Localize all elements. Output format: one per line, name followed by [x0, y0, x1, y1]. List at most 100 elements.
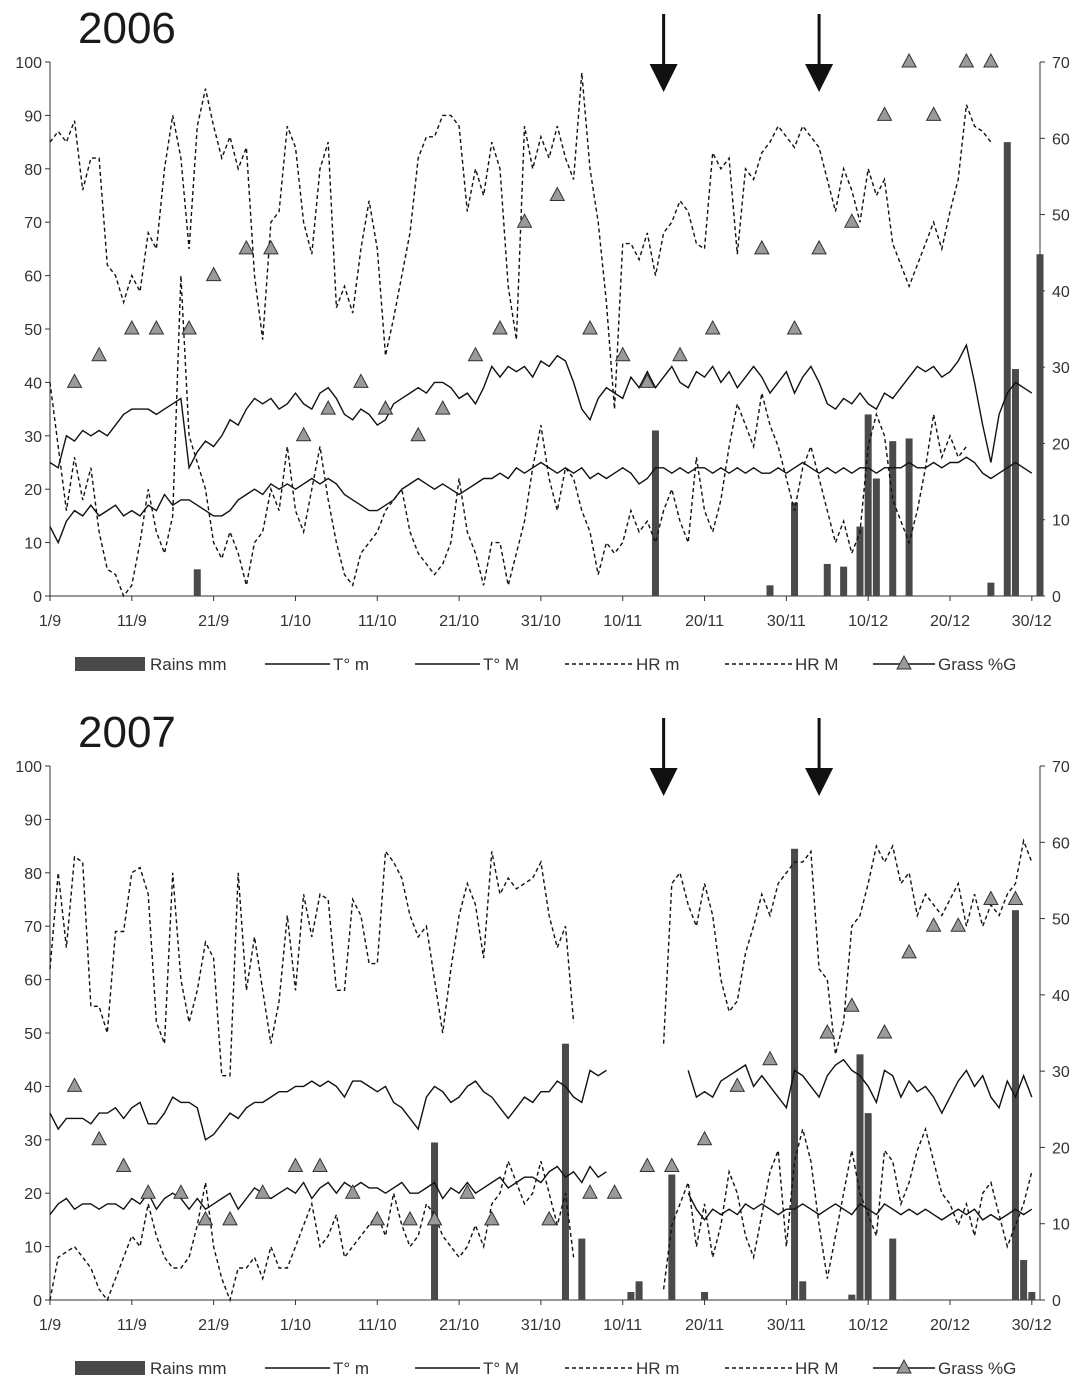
grass-marker	[639, 373, 656, 388]
rain-bar	[1028, 1291, 1036, 1300]
grass-marker	[925, 917, 942, 932]
y-right-tick-label: 30	[1052, 1064, 1070, 1081]
y-left-tick-label: 10	[24, 536, 42, 553]
chart-panel-2006: 2006 0 10 20 30 40 50 60 70 80 90 100 0 10 20 30 40 50 60 7…	[0, 0, 1091, 690]
grass-marker	[140, 1184, 157, 1199]
x-tick-label: 21/10	[439, 1317, 479, 1334]
x-tick-label: 10/11	[603, 613, 642, 630]
x-tick-label: 31/10	[521, 1317, 561, 1334]
grass-marker	[958, 52, 975, 68]
grass-marker	[663, 1157, 680, 1172]
legend-swatch-rain	[75, 657, 145, 671]
legend-swatch-grass-marker	[896, 1358, 912, 1374]
rain-bar	[856, 1054, 864, 1300]
y-right-tick-label: 40	[1052, 988, 1070, 1005]
rain-bar	[651, 430, 659, 596]
grass-marker	[312, 1157, 328, 1172]
x-tick-label: 21/10	[439, 613, 479, 630]
rain-bar	[905, 438, 913, 596]
legend-label-hr-min: HR m	[636, 1359, 679, 1378]
legend-label-grass: Grass %G	[938, 1359, 1016, 1378]
rain-bar	[701, 1291, 709, 1300]
grass-marker	[876, 1023, 893, 1039]
grass-marker	[696, 1130, 713, 1146]
x-tick-label: 31/10	[521, 613, 561, 630]
grass-marker	[811, 239, 827, 255]
grass-marker	[516, 213, 533, 228]
y-right-tick-label: 10	[1052, 1217, 1070, 1234]
rain-bar	[856, 526, 864, 596]
y-left-tick-label: 80	[24, 866, 42, 883]
rain-bar	[766, 585, 774, 596]
grass-marker	[369, 1210, 386, 1226]
legend-label-rain: Rains mm	[150, 655, 227, 674]
grass-marker	[254, 1184, 271, 1199]
y-left-tick-label: 40	[24, 1079, 42, 1096]
rain-bar	[1011, 369, 1019, 596]
y-left-tick-label: 60	[24, 269, 42, 286]
grass-marker	[582, 1184, 598, 1199]
legend-label-t-max: T° M	[483, 655, 519, 674]
arrow-head	[805, 64, 834, 92]
grass-marker	[344, 1184, 361, 1199]
grass-marker	[459, 1184, 476, 1199]
grass-marker	[123, 319, 140, 335]
arrow-head	[649, 768, 678, 796]
legend-swatch-rain	[75, 1361, 145, 1375]
grass-marker	[115, 1157, 132, 1172]
rain-bar	[799, 1281, 807, 1300]
y-right-tick-label: 60	[1052, 835, 1070, 852]
y-right-tick-label: 40	[1052, 284, 1070, 301]
rain-bar	[840, 566, 848, 596]
rain-bar	[791, 848, 799, 1300]
series-t-min-line	[49, 456, 1033, 545]
series-hr-min-line	[49, 1126, 1033, 1303]
grass-marker	[181, 319, 197, 335]
grass-marker	[287, 1157, 304, 1172]
grass-marker	[263, 239, 279, 255]
rain-bar	[889, 441, 897, 596]
y-left-tick-label: 90	[24, 812, 42, 829]
chart-panel-2007: 2007 0 10 20 30 40 50 60 70 80 90 100 0 10 20 30 40 50 60 7…	[0, 704, 1091, 1394]
chart-2006: 2006 0 10 20 30 40 50 60 70 80 90 100 0 10 20 30 40 50 60 7…	[15, 4, 1070, 674]
x-tick-label: 30/12	[1012, 1317, 1052, 1334]
x-tick-label: 21/9	[198, 1317, 229, 1334]
grass-marker	[410, 426, 427, 442]
grass-marker	[402, 1210, 418, 1226]
y-left-tick-label: 70	[24, 919, 42, 936]
x-tick-label: 1/9	[39, 613, 61, 630]
rain-bar	[823, 563, 831, 596]
y-right-tick-label: 20	[1052, 1140, 1070, 1157]
rain-bar	[561, 1043, 569, 1300]
rain-bar	[1020, 1259, 1028, 1300]
y-right-tick-label: 20	[1052, 436, 1070, 453]
grass-marker	[173, 1184, 189, 1199]
series-t-min-line	[49, 1165, 1033, 1222]
x-tick-label: 10/12	[848, 613, 888, 630]
series-t-max-line	[49, 1058, 1033, 1141]
grass-marker	[704, 319, 721, 335]
y-left-tick-label: 50	[24, 322, 42, 339]
x-tick-label: 1/9	[39, 1317, 61, 1334]
rain-bar	[193, 569, 201, 596]
y-left-tick-label: 20	[24, 482, 42, 499]
legend-label-hr-max: HR M	[795, 655, 838, 674]
rain-bar	[627, 1291, 635, 1300]
grass-marker	[843, 213, 860, 228]
grass-marker	[762, 1050, 778, 1066]
y-right-tick-label: 70	[1052, 55, 1070, 72]
legend-label-t-min: T° m	[333, 655, 369, 674]
grass-marker	[753, 239, 770, 255]
grass-marker	[205, 266, 222, 282]
grass-marker	[541, 1210, 557, 1226]
x-tick-label: 30/11	[767, 1317, 806, 1334]
rain-bar	[864, 414, 872, 596]
y-right-tick-label: 10	[1052, 513, 1070, 530]
x-tick-label: 30/12	[1012, 613, 1052, 630]
y-left-tick-label: 100	[15, 759, 42, 776]
x-tick-label: 20/11	[685, 613, 724, 630]
grass-marker	[320, 400, 337, 415]
grass-marker	[786, 319, 803, 335]
grass-marker	[819, 1023, 836, 1039]
x-tick-label: 11/10	[358, 613, 397, 630]
